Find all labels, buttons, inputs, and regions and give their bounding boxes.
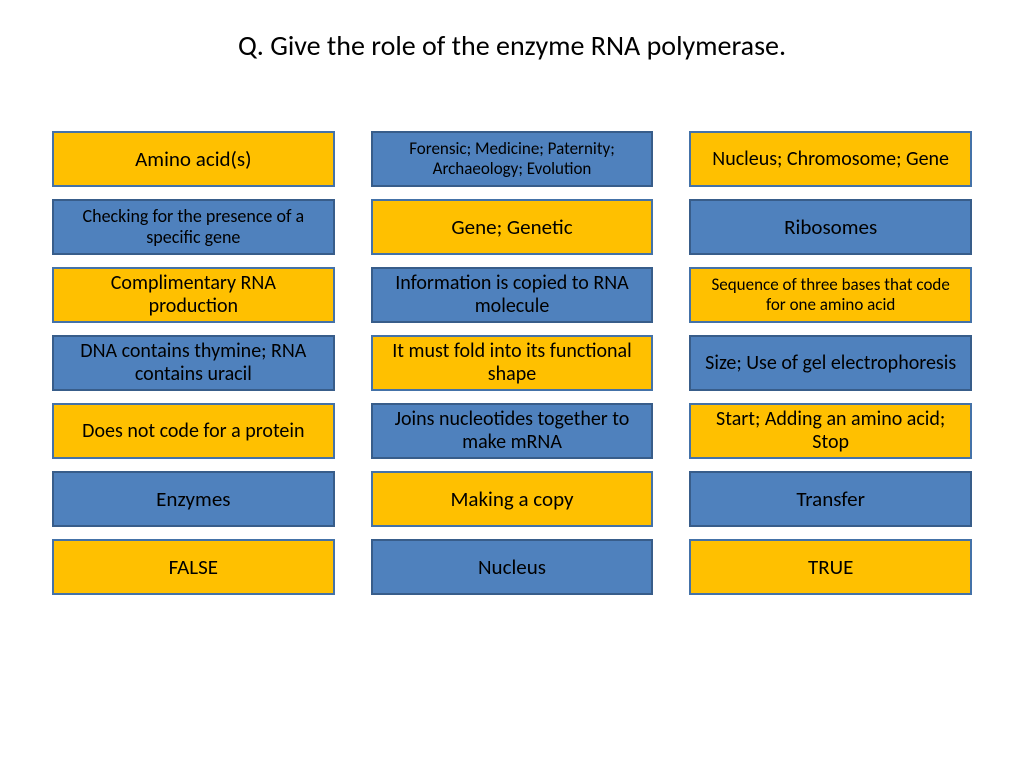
answer-card[interactable]: It must fold into its functional shape xyxy=(371,335,654,391)
answer-card[interactable]: Complimentary RNA production xyxy=(52,267,335,323)
answer-card[interactable]: Joins nucleotides together to make mRNA xyxy=(371,403,654,459)
answer-card-label: Nucleus; Chromosome; Gene xyxy=(712,148,949,171)
answer-card-label: Transfer xyxy=(796,487,865,511)
answer-card-label: Enzymes xyxy=(156,487,230,511)
answer-card-label: Sequence of three bases that code for on… xyxy=(701,275,960,314)
answer-card[interactable]: Enzymes xyxy=(52,471,335,527)
answer-card[interactable]: Does not code for a protein xyxy=(52,403,335,459)
answer-card-label: FALSE xyxy=(169,555,218,579)
answer-card[interactable]: Forensic; Medicine; Paternity; Archaeolo… xyxy=(371,131,654,187)
answer-card[interactable]: Information is copied to RNA molecule xyxy=(371,267,654,323)
answer-card[interactable]: Checking for the presence of a specific … xyxy=(52,199,335,255)
answer-card-label: Does not code for a protein xyxy=(82,420,304,443)
answer-card-label: TRUE xyxy=(808,555,853,579)
answer-card-label: Joins nucleotides together to make mRNA xyxy=(383,408,642,454)
answer-card-label: DNA contains thymine; RNA contains uraci… xyxy=(64,340,323,386)
answer-card[interactable]: Transfer xyxy=(689,471,972,527)
answer-card-label: Complimentary RNA production xyxy=(64,272,323,318)
slide-page: Q. Give the role of the enzyme RNA polym… xyxy=(0,0,1024,768)
answer-card[interactable]: Ribosomes xyxy=(689,199,972,255)
answer-card-label: Nucleus xyxy=(478,555,546,579)
answer-card-label: Gene; Genetic xyxy=(451,215,572,239)
answer-card-label: Making a copy xyxy=(450,487,573,511)
answer-card-label: Start; Adding an amino acid; Stop xyxy=(701,408,960,454)
answer-card[interactable]: Nucleus; Chromosome; Gene xyxy=(689,131,972,187)
answer-card[interactable]: FALSE xyxy=(52,539,335,595)
answer-card[interactable]: TRUE xyxy=(689,539,972,595)
answer-card[interactable]: DNA contains thymine; RNA contains uraci… xyxy=(52,335,335,391)
answer-card[interactable]: Gene; Genetic xyxy=(371,199,654,255)
answer-card[interactable]: Amino acid(s) xyxy=(52,131,335,187)
answer-card-label: It must fold into its functional shape xyxy=(383,340,642,386)
answer-card[interactable]: Start; Adding an amino acid; Stop xyxy=(689,403,972,459)
question-title: Q. Give the role of the enzyme RNA polym… xyxy=(52,28,972,63)
answer-card-label: Forensic; Medicine; Paternity; Archaeolo… xyxy=(383,139,642,178)
answer-card-label: Information is copied to RNA molecule xyxy=(383,272,642,318)
answer-card-label: Checking for the presence of a specific … xyxy=(64,206,323,247)
answer-card-label: Size; Use of gel electrophoresis xyxy=(705,352,956,375)
answer-card[interactable]: Making a copy xyxy=(371,471,654,527)
answer-card[interactable]: Nucleus xyxy=(371,539,654,595)
answer-card[interactable]: Size; Use of gel electrophoresis xyxy=(689,335,972,391)
answer-card-label: Amino acid(s) xyxy=(135,147,251,171)
answer-card[interactable]: Sequence of three bases that code for on… xyxy=(689,267,972,323)
answer-grid: Amino acid(s) Forensic; Medicine; Paterni… xyxy=(52,131,972,595)
answer-card-label: Ribosomes xyxy=(784,215,877,239)
